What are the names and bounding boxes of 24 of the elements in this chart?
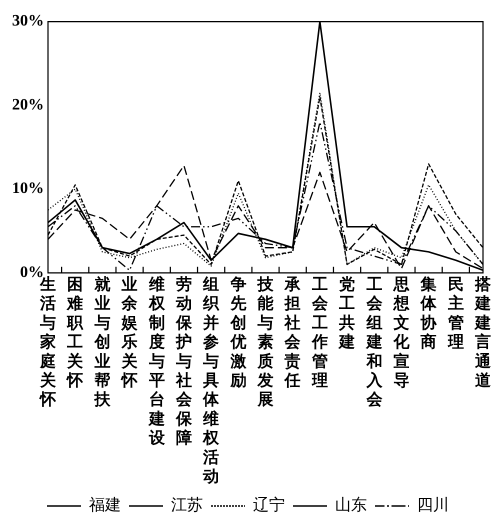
x-tick-label: 党工共建	[337, 276, 356, 352]
x-tick-label: 工会工作管理	[310, 276, 329, 390]
x-tick-label: 搭建建言通道	[473, 276, 492, 390]
x-tick-label: 争先创优激励	[229, 276, 248, 390]
category-label: 劳动保护与社会保障	[176, 276, 192, 448]
legend-label: 辽宁	[253, 496, 285, 514]
legend-label: 山东	[335, 496, 367, 514]
x-tick-label: 承担社会责任	[284, 276, 302, 390]
x-tick-label: 技能与素质发展	[256, 276, 274, 409]
x-tick-label: 集体协商	[420, 276, 438, 352]
y-tick-label: 20%	[12, 96, 44, 114]
x-tick-label: 工会组建和入会	[364, 276, 384, 409]
legend-label: 四川	[417, 496, 449, 514]
category-label: 组织并参与具体维权活动	[203, 276, 220, 486]
y-tick-label: 10%	[12, 180, 44, 198]
x-tick-label: 就业与创业帮扶	[93, 276, 112, 409]
x-tick-label: 困难职工关怀	[66, 276, 84, 390]
x-tick-label: 思想文化宣导	[392, 276, 410, 390]
category-label: 维权制度与平台建设	[148, 276, 165, 448]
legend-label: 福建	[89, 496, 121, 514]
legend-label: 江苏	[171, 496, 203, 514]
y-tick-label: 30%	[12, 12, 44, 30]
x-tick-label: 业余娱乐关怀	[120, 276, 139, 390]
x-tick-label: 民主管理	[446, 276, 464, 352]
